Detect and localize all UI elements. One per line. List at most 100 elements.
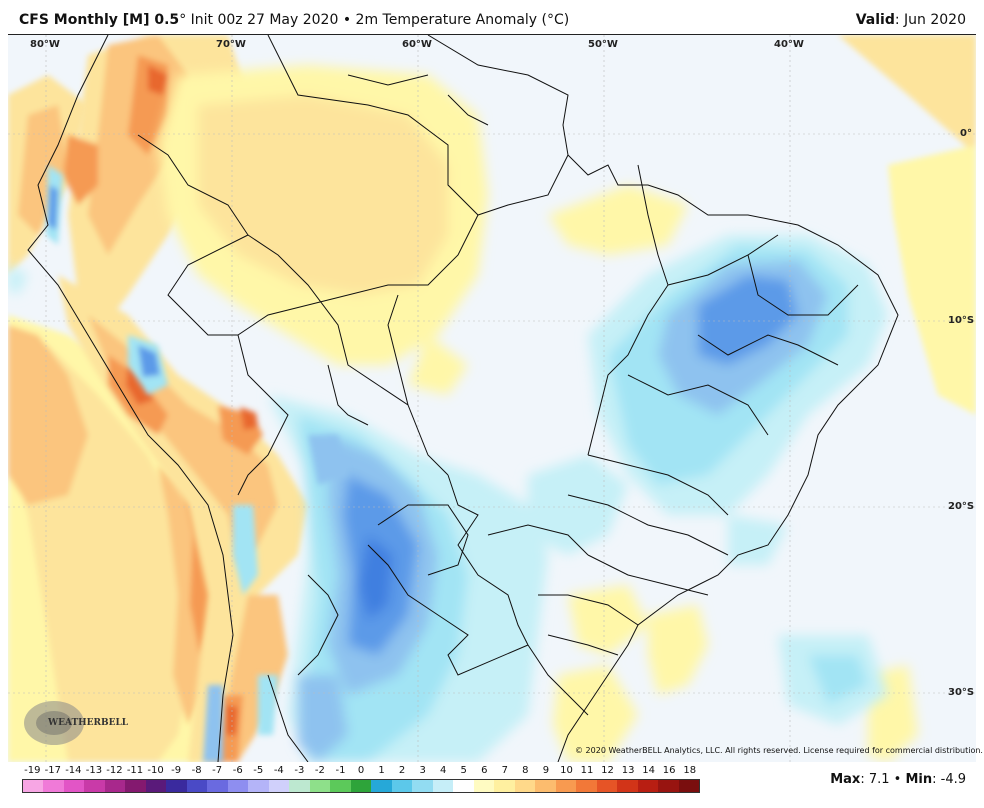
legend-tick-label: -4	[273, 765, 284, 776]
legend-swatch	[535, 780, 556, 792]
legend-swatch	[84, 780, 105, 792]
lat-label-0: 0°	[960, 128, 972, 139]
valid-value: : Jun 2020	[894, 12, 966, 28]
pacific-warm-anomaly	[8, 35, 976, 762]
stats-separator: •	[893, 772, 902, 787]
legend-tick-label: 12	[601, 765, 614, 776]
min-label: Min	[905, 772, 933, 787]
anomaly-region	[728, 515, 788, 565]
legend-swatch	[23, 780, 44, 792]
legend-tick-label: 13	[621, 765, 635, 776]
legend-tick-label: -1	[335, 765, 346, 776]
legend-tick-label: 6	[481, 765, 488, 776]
product-name: CFS Monthly [M] 0.5	[19, 12, 180, 28]
anomaly-region	[126, 365, 153, 405]
anomaly-region	[838, 35, 976, 155]
anomaly-map: WEATHERBELL	[8, 35, 976, 762]
map-panel: WEATHERBELL 80°W 70°W 60°W 50°W 40°W 0° …	[8, 34, 976, 762]
legend-tick-label: -14	[65, 765, 82, 776]
legend-swatch	[350, 780, 372, 792]
legend-swatch	[43, 780, 64, 792]
legend-swatch	[412, 780, 433, 792]
max-value: : 7.1	[860, 772, 890, 787]
weatherbell-logo: WEATHERBELL	[24, 701, 129, 745]
lon-label-80w: 80°W	[30, 39, 60, 50]
legend-swatch	[514, 780, 536, 792]
legend-swatch	[268, 780, 290, 792]
legend-tick-label: -17	[44, 765, 61, 776]
legend-tick-label: 8	[522, 765, 529, 776]
legend-swatch	[330, 780, 351, 792]
lat-label-30s: 30°S	[948, 687, 975, 698]
legend-tick-label: 16	[662, 765, 676, 776]
lon-label-50w: 50°W	[588, 39, 618, 50]
valid-time: Valid: Jun 2020	[856, 12, 966, 28]
field-name: 2m Temperature Anomaly (°C)	[355, 12, 570, 28]
title-separator: •	[342, 12, 352, 28]
anomaly-region	[358, 535, 393, 620]
min-value: : -4.9	[932, 772, 966, 787]
legend-swatch	[494, 780, 515, 792]
brazil-cool-anomaly	[8, 235, 888, 762]
legend-tick-label: -12	[106, 765, 123, 776]
legend-swatch	[453, 780, 474, 792]
anomaly-region	[48, 185, 58, 230]
legend-tick-label: -2	[314, 765, 325, 776]
anomaly-region	[8, 325, 88, 505]
logo-text: WEATHERBELL	[47, 718, 129, 728]
amazon-warm-anomaly	[158, 65, 918, 762]
lon-label-40w: 40°W	[774, 39, 804, 50]
legend-swatch	[678, 780, 699, 792]
legend-tick-label: 7	[501, 765, 508, 776]
legend-swatch	[166, 780, 187, 792]
legend-swatch	[473, 780, 495, 792]
legend-swatch	[637, 780, 659, 792]
map-title: CFS Monthly [M] 0.5° Init 00z 27 May 202…	[19, 12, 569, 28]
lat-label-20s: 20°S	[948, 501, 975, 512]
anomaly-region	[148, 65, 168, 95]
anomaly-region	[298, 675, 348, 762]
lon-label-70w: 70°W	[216, 39, 246, 50]
anomaly-region	[648, 605, 708, 695]
init-time: Init 00z 27 May 2020	[190, 12, 339, 28]
legend-swatch	[104, 780, 126, 792]
legend-tick-label: 2	[398, 765, 406, 776]
anomaly-region	[568, 585, 648, 655]
valid-label: Valid	[855, 12, 895, 28]
legend-colorbar	[22, 779, 700, 793]
anomaly-region	[808, 655, 868, 705]
legend-swatch	[207, 780, 228, 792]
legend-tick-label: 9	[542, 765, 550, 776]
legend-tick-label: 0	[357, 765, 365, 776]
max-label: Max	[830, 772, 861, 787]
color-legend: -19 -17 -14 -13 -12 -11 -10 -9 -8 -7 -6 -5 -4 -3 -2 -1 0…	[22, 763, 700, 803]
anomaly-region	[138, 345, 160, 377]
legend-tick-label: -7	[212, 765, 223, 776]
graticule	[8, 35, 976, 762]
anomaly-region	[18, 105, 68, 235]
legend-tick-label: -19	[24, 765, 41, 776]
legend-swatch	[145, 780, 167, 792]
legend-swatch	[248, 780, 269, 792]
map-header: CFS Monthly [M] 0.5° Init 00z 27 May 202…	[0, 0, 984, 34]
anomaly-region	[8, 265, 28, 295]
legend-swatch	[227, 780, 249, 792]
legend-labels: -19 -17 -14 -13 -12 -11 -10 -9 -8 -7 -6 -5 -4 -3 -2 -1 0…	[22, 763, 700, 779]
anomaly-region	[553, 665, 638, 762]
copyright-notice: © 2020 WeatherBELL Analytics, LLC. All r…	[575, 746, 983, 755]
legend-tick-label: -3	[294, 765, 305, 776]
lon-label-60w: 60°W	[402, 39, 432, 50]
legend-tick-label: 10	[560, 765, 573, 776]
legend-tick-label: -11	[126, 765, 144, 776]
anomaly-region	[198, 95, 448, 295]
legend-swatch	[432, 780, 454, 792]
legend-tick-label: 18	[683, 765, 697, 776]
legend-swatch	[658, 780, 679, 792]
legend-tick-label: 5	[460, 765, 467, 776]
anomaly-region	[233, 505, 258, 595]
legend-tick-label: 1	[378, 765, 385, 776]
legend-tick-label: 3	[419, 765, 426, 776]
anomaly-region	[63, 135, 98, 205]
degree-symbol: °	[179, 12, 187, 28]
anomaly-region	[240, 407, 258, 430]
